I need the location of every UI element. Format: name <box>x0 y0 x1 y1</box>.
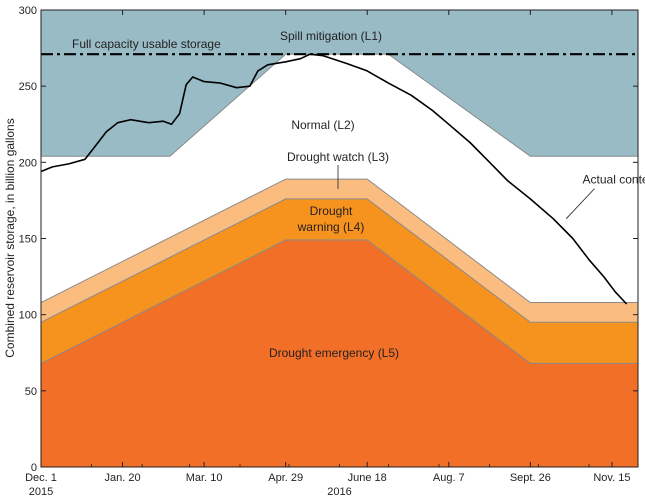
x-tick-label: Nov. 15 <box>593 472 630 484</box>
full-capacity-label: Full capacity usable storage <box>72 37 221 51</box>
y-tick-label: 200 <box>19 157 37 169</box>
x-tick-label: Jan. 20 <box>105 472 141 484</box>
boundary-lines <box>41 53 638 364</box>
zone-spill-mitigation <box>41 10 638 157</box>
x-tick-label: Aug. 7 <box>433 472 465 484</box>
y-tick-label: 250 <box>19 81 37 93</box>
zone-label-emergency: Drought emergency (L5) <box>269 346 399 360</box>
zone-labels: Spill mitigation (L1) Normal (L2) Drought … <box>269 29 399 360</box>
boundary-l3 <box>41 178 638 303</box>
annotations: Actual contents <box>565 173 645 219</box>
zone-label-warning: Drought <box>310 204 353 218</box>
boundary-l1 <box>41 53 638 157</box>
zone-label-warning: warning (L4) <box>297 220 365 234</box>
actual-contents-line <box>40 53 628 305</box>
annotation-leader-line <box>565 188 595 219</box>
zone-label-spill: Spill mitigation (L1) <box>280 29 382 43</box>
year-label-2016: 2016 <box>327 486 351 498</box>
x-tick-label: June 18 <box>348 472 387 484</box>
zone-drought-emergency <box>41 240 638 467</box>
y-axis-title: Combined reservoir storage, in billion g… <box>3 118 17 357</box>
y-axis: 0 50 100 150 200 250 300 <box>19 5 638 474</box>
y-tick-label: 300 <box>19 5 37 17</box>
y-tick-label: 0 <box>31 462 37 474</box>
zones-layer <box>41 10 638 467</box>
y-tick-label: 100 <box>19 310 37 322</box>
x-tick-label: Sept. 26 <box>510 472 551 484</box>
year-label-2015: 2015 <box>29 486 53 498</box>
x-axis: Dec. 1 Jan. 20 Mar. 10 Apr. 29 June 18 Aug. 7… <box>25 10 639 484</box>
x-tick-label: Dec. 1 <box>25 472 57 484</box>
x-tick-label: Apr. 29 <box>268 472 303 484</box>
boundary-l5 <box>41 239 638 364</box>
annotation-actual-contents: Actual contents <box>583 173 645 187</box>
boundary-l4 <box>41 198 638 323</box>
y-tick-label: 150 <box>19 234 37 246</box>
y-tick-label: 50 <box>25 386 37 398</box>
x-tick-label: Mar. 10 <box>186 472 223 484</box>
zone-label-watch: Drought watch (L3) <box>287 150 389 164</box>
zone-drought-warning <box>41 198 638 364</box>
zone-drought-watch <box>41 179 638 323</box>
zone-label-normal: Normal (L2) <box>291 118 354 132</box>
